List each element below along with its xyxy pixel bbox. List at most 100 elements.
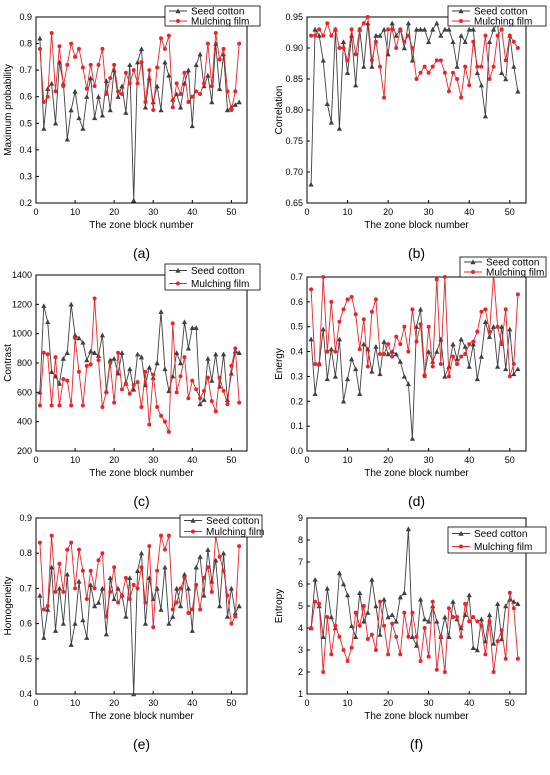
mulching-film-point <box>76 46 81 51</box>
seed-cotton-point <box>495 601 501 607</box>
mulching-film-point <box>76 369 81 374</box>
mulching-film-point <box>313 33 318 38</box>
seed-cotton-point <box>45 606 51 612</box>
y-tick-label: 0.4 <box>19 145 32 155</box>
mulching-film-point <box>209 84 214 89</box>
seed-cotton-point <box>466 592 472 598</box>
y-tick-label: 800 <box>17 358 32 368</box>
mulching-film-point <box>88 362 93 367</box>
legend: Seed cotton Mulching film <box>164 263 261 291</box>
mulching-film-point <box>116 89 121 94</box>
mulching-film-point <box>483 652 488 657</box>
x-tick-label: 0 <box>304 698 309 708</box>
seed-cotton-legend-marker <box>458 530 464 536</box>
y-tick-label: 0.5 <box>19 654 32 664</box>
mulching-film-point <box>471 39 476 44</box>
mulching-film-point <box>406 634 411 639</box>
seed-cotton-point <box>328 346 334 352</box>
mulching-film-point <box>434 277 439 282</box>
mulching-film-point <box>127 81 132 86</box>
y-tick-label: 0.3 <box>290 371 303 381</box>
mulching-film-point <box>100 551 105 556</box>
plot-frame <box>35 274 248 452</box>
mulching-film-point <box>237 41 242 46</box>
seed-cotton-legend-label: Seed cotton <box>486 258 539 269</box>
mulching-film-point <box>202 81 207 86</box>
mulching-film-point <box>333 349 338 354</box>
mulching-film-point <box>225 593 230 598</box>
seed-cotton-legend-marker <box>175 8 181 14</box>
mulching-film-point <box>479 64 484 69</box>
mulching-film-point <box>386 27 391 32</box>
seed-cotton-point <box>127 366 133 372</box>
x-tick-label: 10 <box>70 698 80 708</box>
seed-cotton-point <box>185 67 191 73</box>
y-tick-label: 0.95 <box>285 12 303 22</box>
mulching-film-point <box>471 339 476 344</box>
x-tick-label: 50 <box>226 455 236 465</box>
mulching-film-point <box>499 628 504 633</box>
mulching-film-point <box>382 623 387 628</box>
seed-cotton-point <box>68 301 74 307</box>
mulching-film-point <box>333 27 338 32</box>
y-tick-label: 0.9 <box>19 12 32 22</box>
seed-cotton-point <box>328 614 334 620</box>
mulching-film-point <box>349 294 354 299</box>
mulching-film-point <box>147 68 152 73</box>
mulching-film-point <box>225 402 230 407</box>
seed-cotton-point <box>503 366 509 372</box>
seed-cotton-point <box>442 614 448 620</box>
seed-cotton-point <box>107 575 113 581</box>
mulching-film-point <box>229 621 234 626</box>
mulching-film-point <box>507 33 512 38</box>
mulching-film-line <box>39 298 240 433</box>
mulching-film-point <box>438 58 443 63</box>
mulching-film-point <box>174 390 179 395</box>
seed-cotton-point <box>381 596 387 602</box>
x-tick-label: 50 <box>226 207 236 217</box>
seed-cotton-point <box>381 26 387 32</box>
mulching-film-point <box>178 92 183 97</box>
mulching-film-point <box>309 287 314 292</box>
x-tick-label: 10 <box>343 207 353 217</box>
axis-ticks: 0.4 0.5 0.6 0.7 0.8 0.9 0 10 20 30 40 50 <box>19 513 236 708</box>
mulching-film-point <box>92 296 97 301</box>
seed-cotton-point <box>344 592 351 598</box>
seed-cotton-point <box>88 582 94 588</box>
mulching-film-point <box>451 615 455 619</box>
mulching-film-point <box>313 599 318 604</box>
mulching-film-point <box>61 377 66 382</box>
seed-cotton-legend-label: Seed cotton <box>191 266 244 277</box>
seed-cotton-point <box>142 621 149 626</box>
x-tick-label: 30 <box>424 698 434 708</box>
y-tick-label: 4 <box>298 623 303 633</box>
seed-cotton-point <box>220 351 227 357</box>
mulching-film-point <box>194 582 199 587</box>
mulching-film-point <box>92 84 97 89</box>
seed-cotton-point <box>45 319 51 325</box>
seed-cotton-point <box>369 577 375 582</box>
mulching-film-point <box>221 388 226 393</box>
seed-cotton-point <box>401 590 407 596</box>
mulching-film-legend-label: Mulching film <box>191 17 249 28</box>
mulching-film-point <box>166 429 171 434</box>
mulching-film-point <box>143 600 148 605</box>
seed-cotton-point <box>88 75 94 81</box>
mulching-film-point <box>88 62 93 67</box>
mulching-film-point <box>345 659 350 663</box>
seed-cotton-point <box>119 350 125 355</box>
seed-cotton-point <box>162 564 168 570</box>
mulching-film-point <box>345 297 350 302</box>
mulching-film-point <box>139 565 144 570</box>
mulching-film-point <box>178 586 183 591</box>
mulching-film-point <box>353 610 358 615</box>
legend-box <box>164 263 261 291</box>
seed-cotton-point <box>189 123 195 129</box>
seed-cotton-point <box>316 33 322 38</box>
mulching-film-point <box>475 329 480 334</box>
axis-ticks: 200 400 600 800 1000 1200 1400 0 10 20 30 40 50 <box>12 270 236 465</box>
seed-cotton-point <box>72 332 78 338</box>
seed-cotton-point <box>490 324 497 329</box>
mulching-film-point <box>451 70 455 75</box>
